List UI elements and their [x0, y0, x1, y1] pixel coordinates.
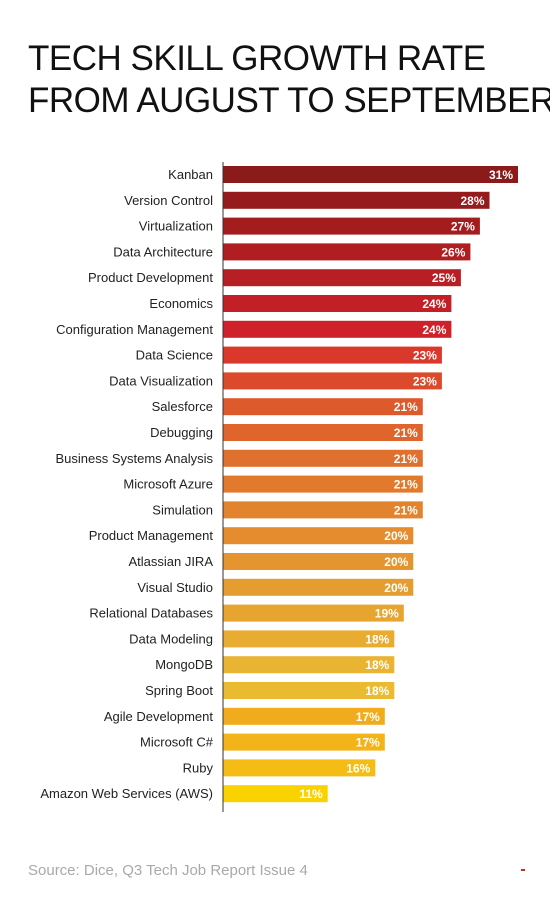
value-label-5: 24%	[422, 297, 446, 311]
category-label-17: Relational Databases	[89, 606, 213, 621]
bar-6	[223, 320, 452, 338]
bar-2	[223, 217, 480, 235]
value-label-21: 17%	[356, 710, 380, 724]
category-label-12: Microsoft Azure	[123, 477, 213, 492]
bars-layer: Kanban 31% Version Control 28% Virtualizatio…	[40, 166, 518, 803]
value-label-7: 23%	[413, 349, 437, 363]
bar-21	[223, 707, 385, 725]
category-label-10: Debugging	[150, 425, 213, 440]
value-label-1: 28%	[460, 194, 484, 208]
value-label-3: 26%	[441, 245, 465, 259]
bar-3	[223, 243, 471, 261]
bar-10	[223, 424, 423, 441]
category-label-14: Product Management	[89, 528, 214, 543]
value-label-9: 21%	[394, 400, 418, 414]
value-label-20: 18%	[365, 684, 389, 698]
value-label-22: 17%	[356, 736, 380, 750]
value-label-12: 21%	[394, 478, 418, 492]
bar-9	[223, 398, 423, 416]
value-label-6: 24%	[422, 323, 446, 337]
value-label-8: 23%	[413, 374, 437, 388]
category-label-19: MongoDB	[155, 657, 213, 672]
bar-15	[223, 553, 414, 570]
value-label-18: 18%	[365, 632, 389, 646]
category-label-3: Data Architecture	[113, 244, 213, 259]
value-label-24: 11%	[299, 787, 323, 801]
bar-20	[223, 682, 395, 699]
value-label-15: 20%	[384, 555, 408, 569]
category-label-9: Salesforce	[152, 399, 213, 414]
category-label-11: Business Systems Analysis	[55, 451, 213, 466]
bar-13	[223, 501, 423, 519]
bar-16	[223, 578, 414, 596]
source-note: Source: Dice, Q3 Tech Job Report Issue 4	[28, 862, 308, 879]
value-label-14: 20%	[384, 529, 408, 543]
chart-title-line-1: TECH SKILL GROWTH RATE	[28, 39, 486, 78]
bar-5	[223, 295, 452, 312]
value-label-13: 21%	[394, 503, 418, 517]
value-label-10: 21%	[394, 426, 418, 440]
chart-title-line-2: FROM AUGUST TO SEPTEMBER	[28, 81, 550, 120]
category-label-0: Kanban	[168, 167, 213, 182]
value-label-16: 20%	[384, 581, 408, 595]
category-label-15: Atlassian JIRA	[128, 554, 213, 569]
category-label-4: Product Development	[88, 270, 213, 285]
category-label-16: Visual Studio	[137, 580, 213, 595]
bar-11	[223, 449, 423, 467]
bar-12	[223, 475, 423, 493]
category-label-1: Version Control	[124, 193, 213, 208]
chart-title: TECH SKILL GROWTH RATE FROM AUGUST TO SE…	[28, 38, 550, 122]
category-label-21: Agile Development	[104, 709, 214, 724]
red-accent-mark	[521, 869, 525, 871]
category-label-13: Simulation	[152, 502, 213, 517]
category-label-7: Data Science	[136, 348, 213, 363]
bar-7	[223, 346, 442, 364]
value-label-17: 19%	[375, 607, 399, 621]
bar-19	[223, 656, 395, 674]
category-label-24: Amazon Web Services (AWS)	[40, 786, 213, 801]
value-label-11: 21%	[394, 452, 418, 466]
bar-23	[223, 759, 376, 777]
value-label-0: 31%	[489, 168, 513, 182]
bar-1	[223, 191, 490, 209]
category-label-20: Spring Boot	[145, 683, 213, 698]
bar-18	[223, 630, 395, 648]
category-label-22: Microsoft C#	[140, 735, 214, 750]
category-label-8: Data Visualization	[109, 373, 213, 388]
category-label-18: Data Modeling	[129, 631, 213, 646]
bar-14	[223, 527, 414, 545]
bar-8	[223, 372, 442, 390]
category-label-5: Economics	[149, 296, 213, 311]
bar-24	[223, 785, 328, 803]
bar-17	[223, 604, 404, 622]
value-label-19: 18%	[365, 658, 389, 672]
value-label-4: 25%	[432, 271, 456, 285]
category-label-23: Ruby	[183, 760, 214, 775]
bar-0	[223, 166, 518, 183]
value-label-2: 27%	[451, 220, 475, 234]
category-label-6: Configuration Management	[56, 322, 213, 337]
bar-4	[223, 269, 461, 287]
value-label-23: 16%	[346, 761, 370, 775]
bar-22	[223, 733, 385, 751]
category-label-2: Virtualization	[139, 219, 213, 234]
